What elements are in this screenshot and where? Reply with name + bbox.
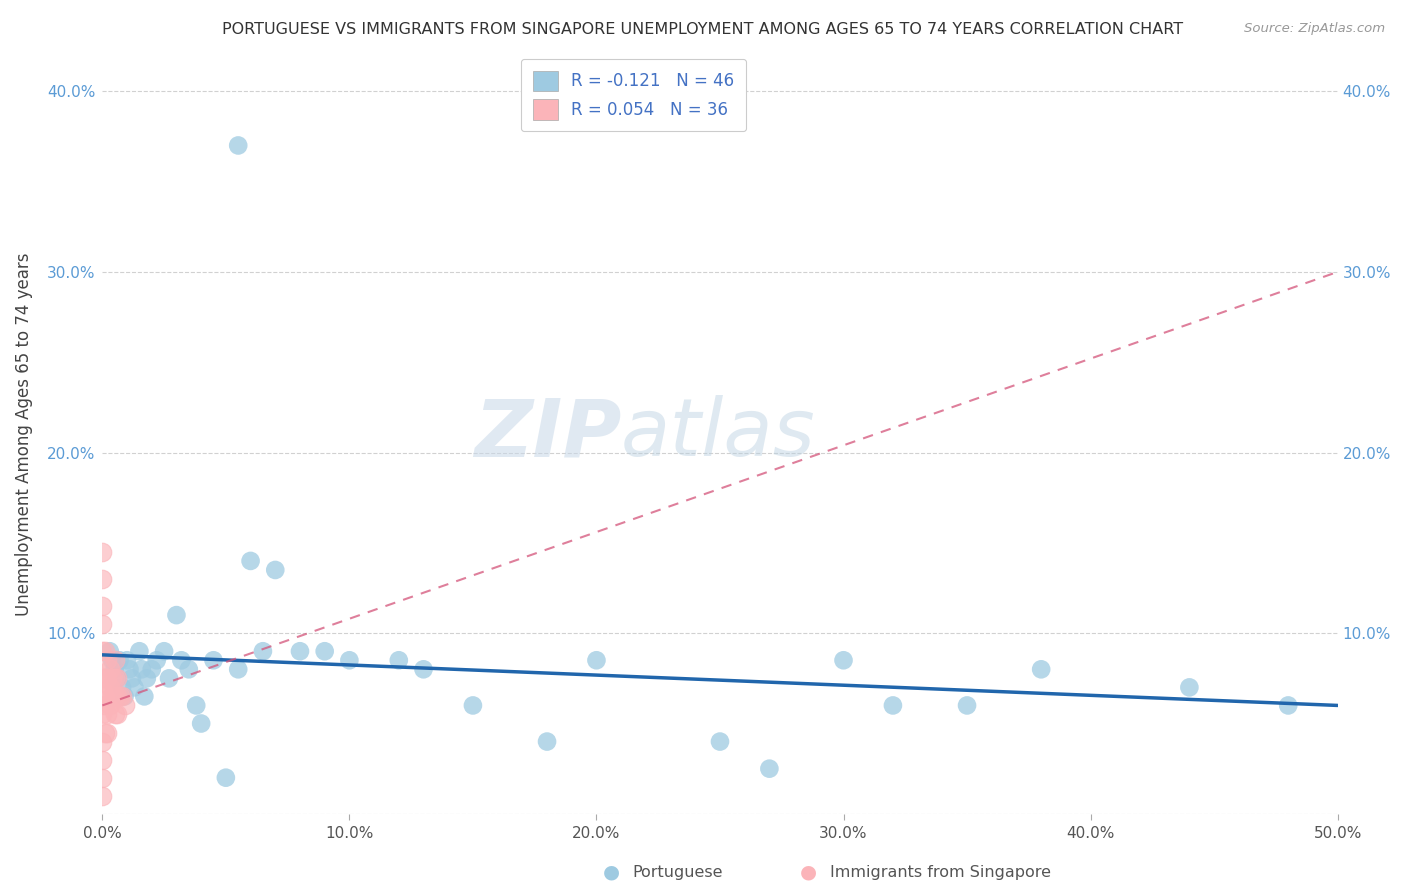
Point <box>105 671 128 685</box>
Point <box>91 671 114 685</box>
Legend: R = -0.121   N = 46, R = 0.054   N = 36: R = -0.121 N = 46, R = 0.054 N = 36 <box>522 59 747 131</box>
Point <box>91 690 114 704</box>
Point <box>98 681 121 695</box>
Text: Immigrants from Singapore: Immigrants from Singapore <box>830 865 1050 880</box>
Point <box>114 698 136 713</box>
Point <box>165 608 187 623</box>
Text: Portuguese: Portuguese <box>633 865 723 880</box>
Point <box>758 762 780 776</box>
Text: ●: ● <box>800 863 817 882</box>
Point <box>388 653 411 667</box>
Point <box>882 698 904 713</box>
Point <box>118 662 141 676</box>
Point <box>226 138 249 153</box>
Point <box>91 734 114 748</box>
Point <box>190 716 212 731</box>
Point <box>91 771 114 785</box>
Point <box>94 725 117 739</box>
Point <box>956 698 979 713</box>
Point <box>153 644 176 658</box>
Point <box>94 671 117 685</box>
Y-axis label: Unemployment Among Ages 65 to 74 years: Unemployment Among Ages 65 to 74 years <box>15 252 32 616</box>
Point <box>91 572 114 586</box>
Text: atlas: atlas <box>621 395 815 474</box>
Point <box>91 644 114 658</box>
Point <box>105 671 128 685</box>
Point <box>239 554 262 568</box>
Point <box>134 690 156 704</box>
Point <box>101 690 124 704</box>
Point <box>215 771 238 785</box>
Point <box>104 671 127 685</box>
Point <box>832 653 855 667</box>
Point <box>94 644 117 658</box>
Point <box>111 690 134 704</box>
Point <box>177 662 200 676</box>
Point <box>135 671 157 685</box>
Point <box>170 653 193 667</box>
Point <box>226 662 249 676</box>
Point <box>141 662 163 676</box>
Point <box>101 653 124 667</box>
Point <box>461 698 484 713</box>
Point <box>186 698 208 713</box>
Point <box>202 653 225 667</box>
Point <box>709 734 731 748</box>
Text: PORTUGUESE VS IMMIGRANTS FROM SINGAPORE UNEMPLOYMENT AMONG AGES 65 TO 74 YEARS C: PORTUGUESE VS IMMIGRANTS FROM SINGAPORE … <box>222 22 1184 37</box>
Point <box>96 725 118 739</box>
Point <box>157 671 180 685</box>
Point <box>252 644 274 658</box>
Point <box>1277 698 1299 713</box>
Point <box>94 698 117 713</box>
Point <box>96 653 118 667</box>
Point <box>104 707 127 722</box>
Point <box>91 545 114 559</box>
Point <box>105 707 128 722</box>
Point <box>585 653 607 667</box>
Point <box>104 690 127 704</box>
Point <box>121 671 143 685</box>
Point <box>105 690 128 704</box>
Point <box>108 690 131 704</box>
Point <box>145 653 167 667</box>
Point <box>96 671 118 685</box>
Point <box>91 707 114 722</box>
Point <box>339 653 361 667</box>
Point <box>1178 681 1201 695</box>
Text: ZIP: ZIP <box>474 395 621 474</box>
Point <box>1031 662 1053 676</box>
Point <box>91 599 114 613</box>
Point <box>98 644 121 658</box>
Point <box>104 662 127 676</box>
Point <box>91 753 114 767</box>
Point <box>111 681 134 695</box>
Point <box>288 644 311 658</box>
Point <box>91 789 114 803</box>
Point <box>128 644 150 658</box>
Point <box>101 671 124 685</box>
Point <box>314 644 336 658</box>
Point <box>412 662 434 676</box>
Point <box>536 734 558 748</box>
Text: ●: ● <box>603 863 620 882</box>
Point <box>131 662 153 676</box>
Point <box>108 653 131 667</box>
Point <box>98 698 121 713</box>
Point <box>96 690 118 704</box>
Point <box>124 681 146 695</box>
Point <box>264 563 287 577</box>
Point <box>98 662 121 676</box>
Point <box>114 690 136 704</box>
Text: Source: ZipAtlas.com: Source: ZipAtlas.com <box>1244 22 1385 36</box>
Point <box>91 617 114 632</box>
Point <box>104 653 127 667</box>
Point <box>115 653 138 667</box>
Point <box>96 707 118 722</box>
